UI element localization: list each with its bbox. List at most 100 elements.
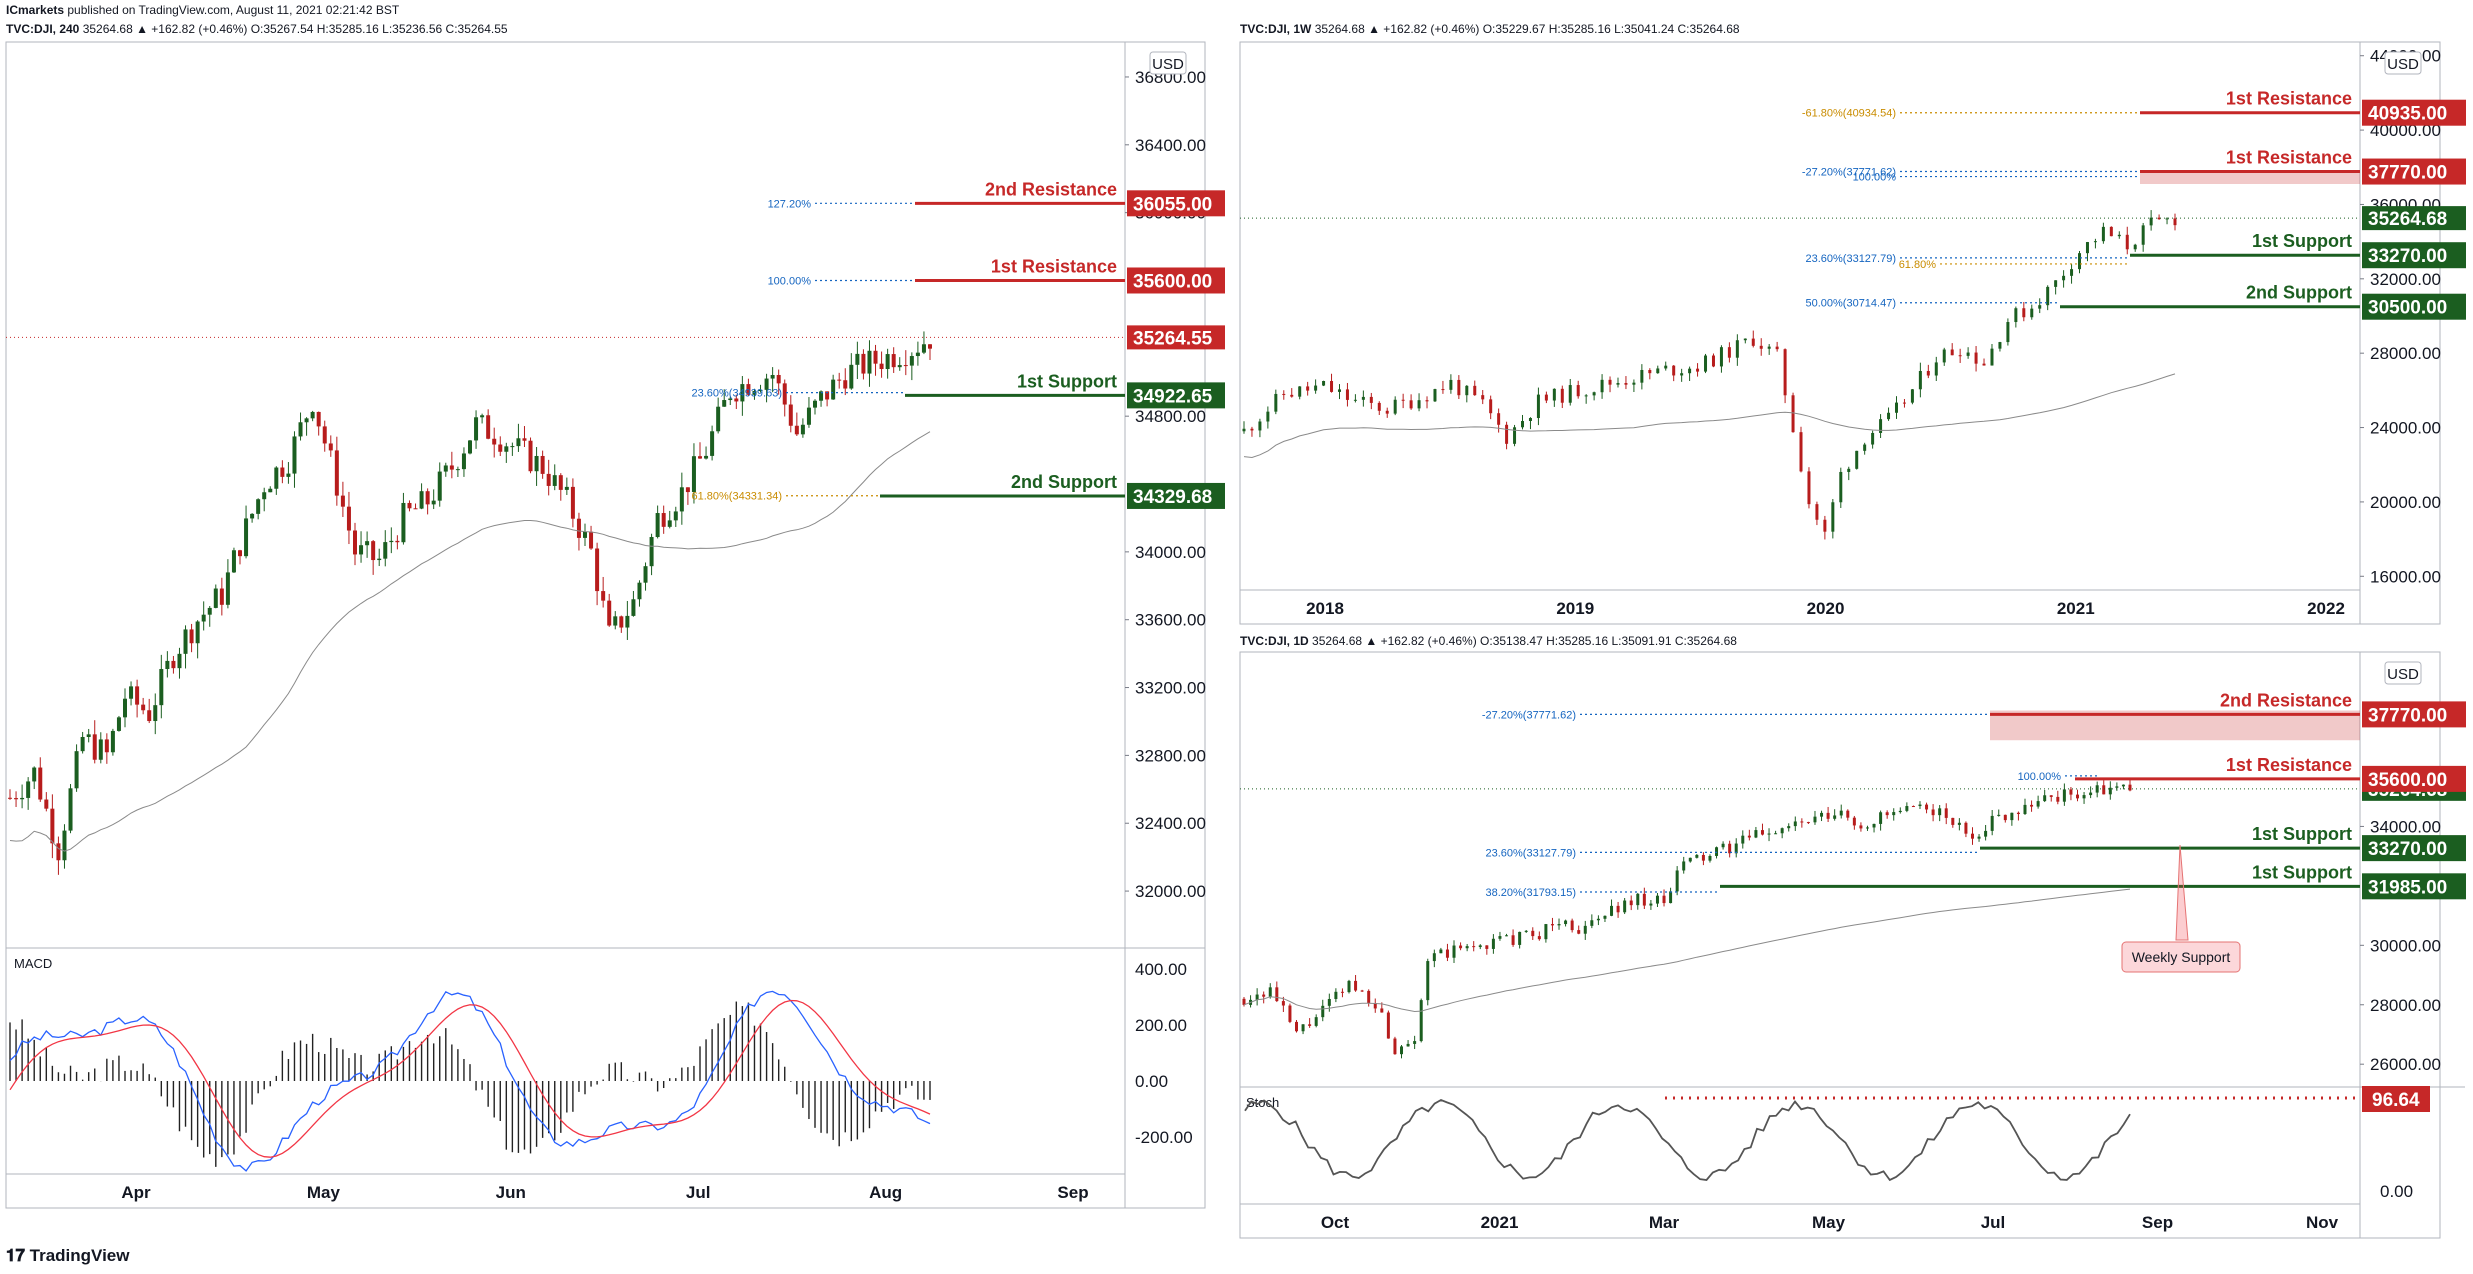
candle [213,588,218,608]
candle [183,629,188,654]
candle [1767,346,1771,349]
candle [2062,789,2066,802]
fib-label: 50.00%(30714.47) [1805,298,1896,310]
candle [1887,412,1891,420]
candle [788,404,793,426]
price-tick-label: 32400.00 [1135,814,1206,833]
candle [1401,399,1405,401]
candle [135,686,140,705]
price-tick-label: 34000.00 [1135,543,1206,562]
candle [758,389,763,392]
candle [1783,349,1787,396]
candle [1649,903,1653,906]
candle [1369,396,1373,403]
candle [1894,402,1898,413]
candle [468,440,472,454]
candle [1584,395,1588,397]
level-value: 40935.00 [2368,104,2447,125]
candle [201,614,206,622]
candle [1911,806,1915,808]
candle [558,475,563,490]
candle [1457,379,1461,396]
candle [1290,394,1294,397]
candle [601,591,606,601]
candle [474,417,479,441]
candle [1775,346,1779,350]
tradingview-logo: 𝟏𝟕 TradingView [6,1246,130,1265]
candle [1242,428,1246,432]
time-label: 2022 [2307,599,2345,618]
candle [2070,269,2074,276]
candle [165,660,170,670]
candle [1662,895,1666,904]
candle [1564,920,1568,925]
candle [685,487,690,493]
current-price-label: 35264.68 [2368,209,2447,230]
macd-title: MACD [14,956,52,971]
candle [1675,870,1679,892]
candle [2117,234,2121,237]
candle [1974,352,1978,364]
candle [1905,806,1909,811]
candle [1306,386,1310,391]
candle [2056,796,2060,802]
candle [1704,355,1708,372]
resistance-zone [2140,170,2360,184]
candle [589,531,594,549]
candle [1262,994,1266,997]
currency-label: USD [2387,666,2419,683]
moving-average-line [1243,373,2176,459]
candle [316,411,321,427]
level-value: 34329.68 [1133,487,1212,508]
time-label: Sep [1057,1183,1088,1202]
candle [2062,275,2066,281]
candle [1793,821,1797,827]
candle [879,363,884,370]
candle [2165,218,2169,220]
candle [419,491,424,509]
candle [1577,930,1581,934]
level-value: 37770.00 [2368,705,2447,726]
candle [1347,980,1351,993]
candle [1799,432,1803,472]
candle [740,384,745,402]
current-price-badge [2362,206,2466,231]
candle [1592,392,1596,396]
candle [262,492,267,500]
candle [1544,394,1548,401]
candle [1624,383,1628,385]
candle [1544,924,1548,940]
candle [110,730,115,753]
time-label: 2021 [2057,599,2095,618]
candle [1603,915,1607,919]
time-label: May [307,1183,341,1202]
candle [1367,990,1371,1004]
candle [1623,900,1627,913]
candle [1505,935,1509,937]
candle [2121,784,2125,787]
candle [1242,998,1246,1005]
level-label: 2nd Resistance [2220,690,2352,710]
chart-panel-bottom_right_1d: 34000.00 30000.00 28000.00 26000.00 USD Oct 20… [1239,651,2466,1239]
level-label: 2nd Support [2246,283,2352,303]
candle [1258,421,1262,431]
candle [1298,386,1302,397]
candle [1590,920,1594,926]
candle [304,418,309,423]
candle [1847,468,1851,472]
level-label: 1st Support [1017,371,1117,391]
candle [1826,812,1830,819]
candle [328,443,333,451]
candle [2046,286,2050,306]
candle [1406,1043,1410,1047]
candle [1970,833,1974,839]
candle [334,450,339,496]
candle [1931,809,1935,816]
candle [1938,808,1942,816]
price-tick-label: 32000.00 [2370,270,2441,289]
candle [280,467,285,477]
candle [1452,945,1456,958]
candle [2075,794,2079,799]
candle [1787,826,1791,829]
candle [1632,382,1636,385]
